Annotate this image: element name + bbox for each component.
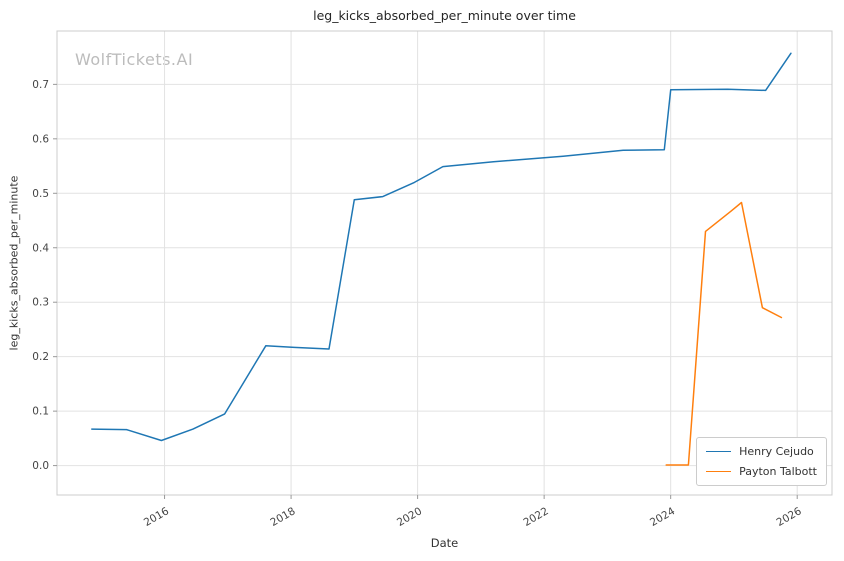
legend-item: Payton Talbott	[706, 465, 817, 478]
x-tick-label: 2018	[268, 505, 297, 529]
legend-item-label: Payton Talbott	[739, 465, 817, 478]
legend-item: Henry Cejudo	[706, 445, 817, 458]
chart-title: leg_kicks_absorbed_per_minute over time	[313, 8, 576, 23]
x-tick-label: 2020	[395, 505, 424, 529]
plot-border	[56, 30, 833, 496]
y-tick-label: 0.6	[32, 133, 49, 145]
y-tick-label: 0.3	[32, 297, 49, 309]
x-tick-label: 2024	[648, 505, 677, 529]
x-tick-label: 2016	[142, 505, 171, 529]
series-line-payton-talbott	[665, 201, 783, 466]
series-line-henry-cejudo	[91, 52, 792, 442]
x-axis-label: Date	[430, 536, 459, 550]
legend-item-label: Henry Cejudo	[739, 445, 814, 458]
y-axis-label: leg_kicks_absorbed_per_minute	[7, 175, 21, 351]
y-tick-label: 0.4	[32, 242, 49, 254]
y-tick-label: 0.7	[32, 79, 49, 91]
y-tick-label: 0.5	[32, 188, 49, 200]
x-tick-label: 2026	[775, 505, 804, 529]
y-tick-label: 0.0	[32, 460, 49, 472]
y-tick-label: 0.2	[32, 351, 49, 363]
legend-line-sample	[706, 451, 732, 452]
y-tick-label: 0.1	[32, 406, 49, 418]
legend: Henry Cejudo Payton Talbott	[696, 437, 827, 486]
legend-line-sample	[706, 471, 732, 472]
watermark: WolfTickets.AI	[75, 50, 194, 69]
x-tick-label: 2022	[521, 505, 550, 529]
